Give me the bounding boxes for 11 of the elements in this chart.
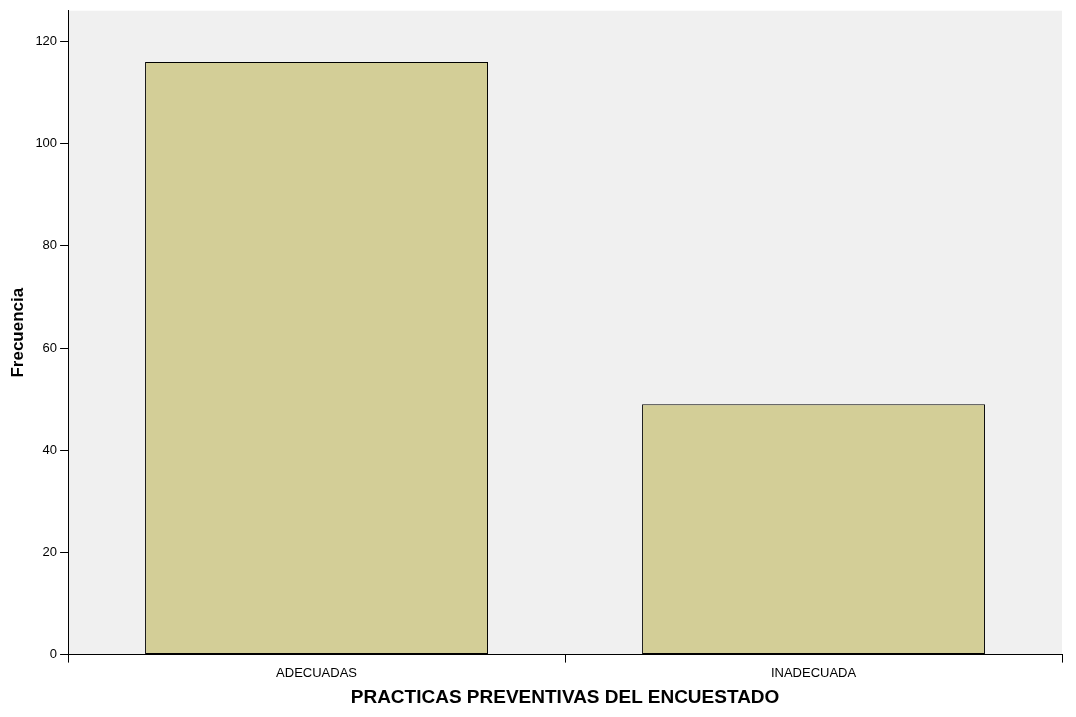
y-tick-label: 40: [42, 441, 58, 457]
y-tick-label: 60: [42, 339, 58, 355]
y-axis-title: Frecuencia: [7, 287, 27, 378]
x-axis-title: PRACTICAS PREVENTIVAS DEL ENCUESTADO: [350, 685, 780, 707]
y-tick-label: 120: [35, 33, 58, 49]
y-tick-label: 80: [42, 237, 58, 253]
x-tick-label: INADECUADA: [770, 664, 857, 680]
y-tick-label: 20: [42, 543, 58, 559]
y-tick-label: 0: [49, 646, 58, 662]
y-tick-label: 100: [35, 135, 58, 151]
x-tick-label: ADECUADAS: [276, 664, 358, 680]
